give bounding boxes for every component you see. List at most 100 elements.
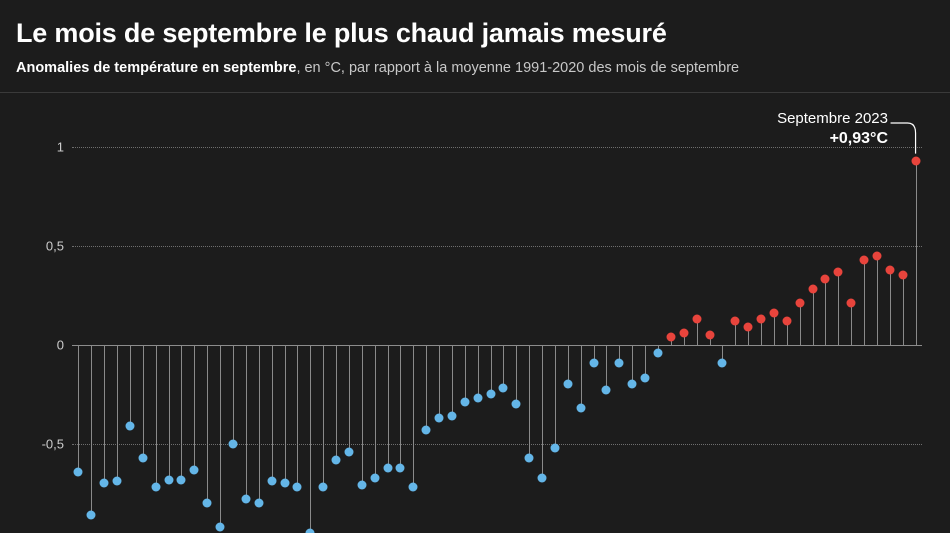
data-stem [890, 269, 891, 345]
data-point[interactable] [267, 476, 277, 486]
data-stem [194, 344, 195, 470]
data-point[interactable] [357, 480, 367, 490]
data-point[interactable] [498, 383, 508, 393]
data-point[interactable] [138, 453, 148, 463]
data-stem [400, 344, 401, 468]
data-point[interactable] [666, 332, 676, 342]
data-stem [156, 344, 157, 488]
data-stem [413, 344, 414, 488]
data-stem [722, 344, 723, 363]
data-point[interactable] [563, 379, 573, 389]
data-point[interactable] [859, 255, 869, 265]
data-point[interactable] [460, 397, 470, 407]
data-point[interactable] [614, 358, 624, 368]
data-stem [710, 334, 711, 345]
data-point[interactable] [627, 379, 637, 389]
data-point[interactable] [717, 358, 727, 368]
data-point[interactable] [292, 482, 302, 492]
data-point[interactable] [911, 156, 921, 166]
data-stem [130, 344, 131, 427]
data-point[interactable] [280, 478, 289, 488]
y-tick-label: -0,5 [41, 436, 64, 452]
data-point[interactable] [112, 476, 122, 486]
data-stem [478, 344, 479, 399]
data-point[interactable] [331, 455, 341, 465]
data-point[interactable] [833, 267, 843, 276]
data-point[interactable] [125, 421, 135, 431]
data-stem [181, 344, 182, 480]
data-point[interactable] [202, 498, 212, 508]
gridline [72, 146, 922, 148]
data-point[interactable] [524, 453, 534, 463]
data-stem [800, 303, 801, 345]
data-point[interactable] [692, 314, 702, 324]
data-point[interactable] [421, 425, 431, 435]
data-stem [143, 344, 144, 458]
data-point[interactable] [601, 385, 611, 395]
data-stem [349, 344, 350, 452]
data-stem [233, 344, 234, 444]
data-point[interactable] [730, 316, 740, 326]
data-point[interactable] [215, 522, 225, 532]
data-point[interactable] [254, 498, 264, 508]
data-point[interactable] [589, 358, 599, 368]
data-point[interactable] [73, 467, 83, 477]
data-point[interactable] [151, 482, 161, 492]
data-point[interactable] [820, 274, 830, 284]
data-stem [748, 326, 749, 345]
data-point[interactable] [769, 308, 779, 318]
data-stem [491, 344, 492, 395]
data-point[interactable] [511, 399, 521, 409]
data-point[interactable] [86, 510, 96, 520]
data-stem [117, 344, 118, 482]
data-point[interactable] [189, 465, 199, 475]
data-stem [645, 344, 646, 379]
data-stem [903, 275, 904, 345]
data-point[interactable] [473, 393, 483, 403]
data-stem [581, 344, 582, 409]
data-stem [813, 289, 814, 345]
data-point[interactable] [550, 443, 560, 453]
data-point[interactable] [743, 322, 753, 332]
data-stem [388, 344, 389, 468]
data-point[interactable] [344, 447, 354, 457]
data-point[interactable] [241, 494, 251, 504]
data-point[interactable] [705, 330, 714, 340]
data-point[interactable] [679, 328, 689, 338]
data-point[interactable] [370, 473, 380, 483]
data-point[interactable] [537, 473, 547, 483]
data-stem [104, 344, 105, 484]
data-point[interactable] [99, 478, 109, 488]
data-point[interactable] [176, 475, 186, 484]
data-point[interactable] [653, 348, 663, 358]
data-point[interactable] [846, 298, 856, 308]
data-point[interactable] [434, 413, 444, 423]
subtitle-rest: , en °C, par rapport à la moyenne 1991-2… [296, 60, 740, 76]
data-point[interactable] [640, 373, 650, 383]
data-point[interactable] [885, 265, 895, 275]
data-stem [336, 344, 337, 460]
data-point[interactable] [808, 284, 818, 294]
annotation-september-2023: Septembre 2023 +0,93°C [777, 110, 888, 149]
data-point[interactable] [872, 251, 882, 261]
data-point[interactable] [447, 411, 457, 421]
data-point[interactable] [898, 270, 908, 280]
data-point[interactable] [395, 463, 405, 473]
data-point[interactable] [228, 439, 238, 449]
data-stem [761, 319, 762, 345]
data-point[interactable] [576, 403, 586, 413]
data-stem [684, 332, 685, 345]
data-point[interactable] [383, 463, 393, 473]
data-stem [529, 344, 530, 458]
data-point[interactable] [164, 475, 174, 484]
data-point[interactable] [795, 298, 805, 308]
data-point[interactable] [408, 482, 418, 492]
data-point[interactable] [486, 389, 496, 399]
data-stem [310, 344, 311, 533]
data-stem [606, 344, 607, 391]
data-point[interactable] [782, 316, 792, 326]
data-point[interactable] [756, 314, 766, 324]
data-point[interactable] [318, 482, 328, 492]
data-point[interactable] [305, 528, 315, 533]
